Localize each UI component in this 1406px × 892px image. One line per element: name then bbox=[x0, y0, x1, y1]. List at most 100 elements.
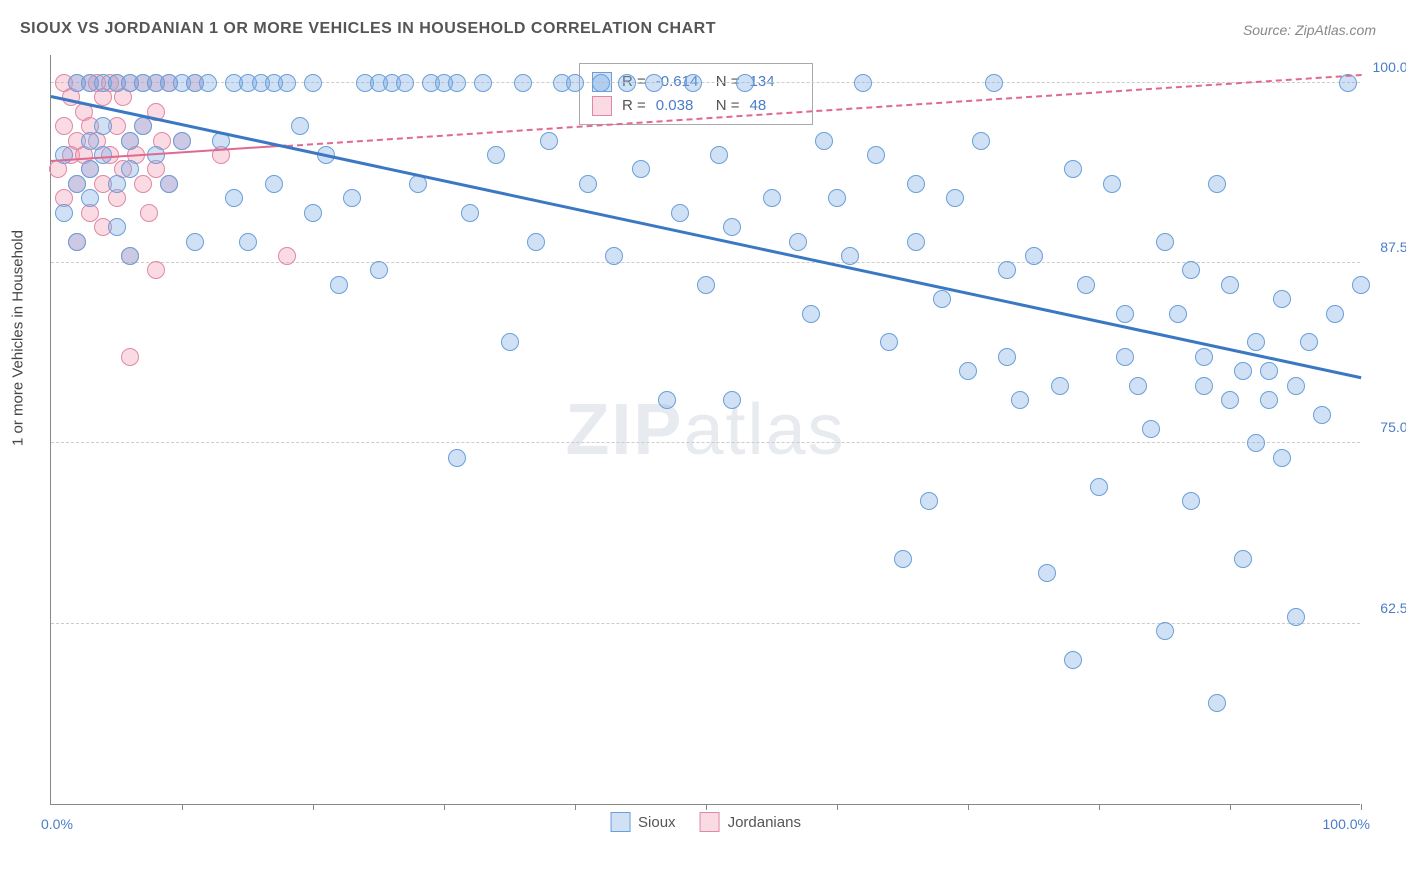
sioux-point bbox=[1300, 333, 1318, 351]
sioux-point bbox=[1287, 608, 1305, 626]
sioux-point bbox=[828, 189, 846, 207]
sioux-point bbox=[854, 74, 872, 92]
sioux-point bbox=[632, 160, 650, 178]
sioux-point bbox=[1234, 362, 1252, 380]
sioux-point bbox=[1260, 362, 1278, 380]
sioux-point bbox=[579, 175, 597, 193]
x-axis-min-label: 0.0% bbox=[41, 816, 73, 832]
sioux-point bbox=[1326, 305, 1344, 323]
jordanians-point bbox=[278, 247, 296, 265]
sioux-point bbox=[1273, 449, 1291, 467]
watermark: ZIPatlas bbox=[565, 389, 845, 471]
sioux-point bbox=[1116, 348, 1134, 366]
sioux-point bbox=[1247, 333, 1265, 351]
sioux-point bbox=[592, 74, 610, 92]
sioux-point bbox=[566, 74, 584, 92]
jordanians-point bbox=[140, 204, 158, 222]
sioux-point bbox=[789, 233, 807, 251]
jordanians-point bbox=[134, 175, 152, 193]
r-value-jordanians: 0.038 bbox=[656, 94, 706, 118]
y-tick-label: 75.0% bbox=[1365, 419, 1406, 435]
sioux-point bbox=[239, 233, 257, 251]
sioux-point bbox=[723, 218, 741, 236]
sioux-point bbox=[946, 189, 964, 207]
jordanians-point bbox=[121, 348, 139, 366]
sioux-point bbox=[108, 175, 126, 193]
y-tick-label: 100.0% bbox=[1365, 59, 1406, 75]
sioux-point bbox=[1221, 276, 1239, 294]
sioux-point bbox=[1169, 305, 1187, 323]
sioux-point bbox=[1077, 276, 1095, 294]
sioux-point bbox=[448, 74, 466, 92]
sioux-point bbox=[160, 175, 178, 193]
legend-label-sioux: Sioux bbox=[638, 814, 676, 831]
source-label: Source: ZipAtlas.com bbox=[1243, 22, 1376, 38]
sioux-point bbox=[1182, 261, 1200, 279]
sioux-point bbox=[1247, 434, 1265, 452]
jordanians-point bbox=[147, 261, 165, 279]
sioux-point bbox=[1287, 377, 1305, 395]
sioux-point bbox=[81, 132, 99, 150]
jordanians-point bbox=[55, 117, 73, 135]
sioux-point bbox=[1221, 391, 1239, 409]
sioux-point bbox=[304, 204, 322, 222]
sioux-point bbox=[1025, 247, 1043, 265]
sioux-point bbox=[1182, 492, 1200, 510]
x-tick bbox=[1099, 804, 1100, 810]
sioux-point bbox=[815, 132, 833, 150]
sioux-point bbox=[697, 276, 715, 294]
sioux-point bbox=[81, 189, 99, 207]
sioux-point bbox=[723, 391, 741, 409]
sioux-point bbox=[1064, 160, 1082, 178]
sioux-point bbox=[645, 74, 663, 92]
x-tick bbox=[444, 804, 445, 810]
sioux-point bbox=[933, 290, 951, 308]
sioux-point bbox=[291, 117, 309, 135]
sioux-point bbox=[461, 204, 479, 222]
sioux-point bbox=[658, 391, 676, 409]
legend-item-jordanians: Jordanians bbox=[700, 812, 801, 832]
sioux-point bbox=[1103, 175, 1121, 193]
sioux-point bbox=[134, 117, 152, 135]
sioux-point bbox=[343, 189, 361, 207]
watermark-suffix: atlas bbox=[683, 390, 845, 470]
sioux-point bbox=[173, 132, 191, 150]
sioux-point bbox=[1129, 377, 1147, 395]
chart-title: SIOUX VS JORDANIAN 1 OR MORE VEHICLES IN… bbox=[20, 20, 716, 38]
sioux-point bbox=[920, 492, 938, 510]
sioux-point bbox=[68, 233, 86, 251]
sioux-point bbox=[1352, 276, 1370, 294]
sioux-point bbox=[81, 160, 99, 178]
legend-label-jordanians: Jordanians bbox=[728, 814, 801, 831]
x-tick bbox=[706, 804, 707, 810]
legend-swatch-jordanians bbox=[700, 812, 720, 832]
sioux-point bbox=[1156, 233, 1174, 251]
y-axis-title: 1 or more Vehicles in Household bbox=[10, 230, 27, 446]
legend-item-sioux: Sioux bbox=[610, 812, 676, 832]
sioux-point bbox=[225, 189, 243, 207]
sioux-point bbox=[671, 204, 689, 222]
sioux-point bbox=[186, 233, 204, 251]
sioux-point bbox=[802, 305, 820, 323]
sioux-point bbox=[605, 247, 623, 265]
chart-plot-area: ZIPatlas R = -0.614 N = 134 R = 0.038 N … bbox=[50, 55, 1360, 805]
sioux-point bbox=[94, 117, 112, 135]
sioux-point bbox=[998, 348, 1016, 366]
y-tick-label: 87.5% bbox=[1365, 239, 1406, 255]
x-axis-max-label: 100.0% bbox=[1323, 816, 1370, 832]
sioux-point bbox=[1208, 694, 1226, 712]
gridline-h bbox=[51, 442, 1360, 443]
sioux-point bbox=[710, 146, 728, 164]
sioux-point bbox=[841, 247, 859, 265]
sioux-point bbox=[370, 261, 388, 279]
x-tick bbox=[837, 804, 838, 810]
sioux-point bbox=[448, 449, 466, 467]
sioux-point bbox=[618, 74, 636, 92]
sioux-point bbox=[998, 261, 1016, 279]
legend-swatch-sioux bbox=[610, 812, 630, 832]
sioux-point bbox=[1208, 175, 1226, 193]
r-label: R = bbox=[622, 94, 646, 118]
sioux-point bbox=[907, 175, 925, 193]
x-tick bbox=[313, 804, 314, 810]
sioux-point bbox=[68, 175, 86, 193]
